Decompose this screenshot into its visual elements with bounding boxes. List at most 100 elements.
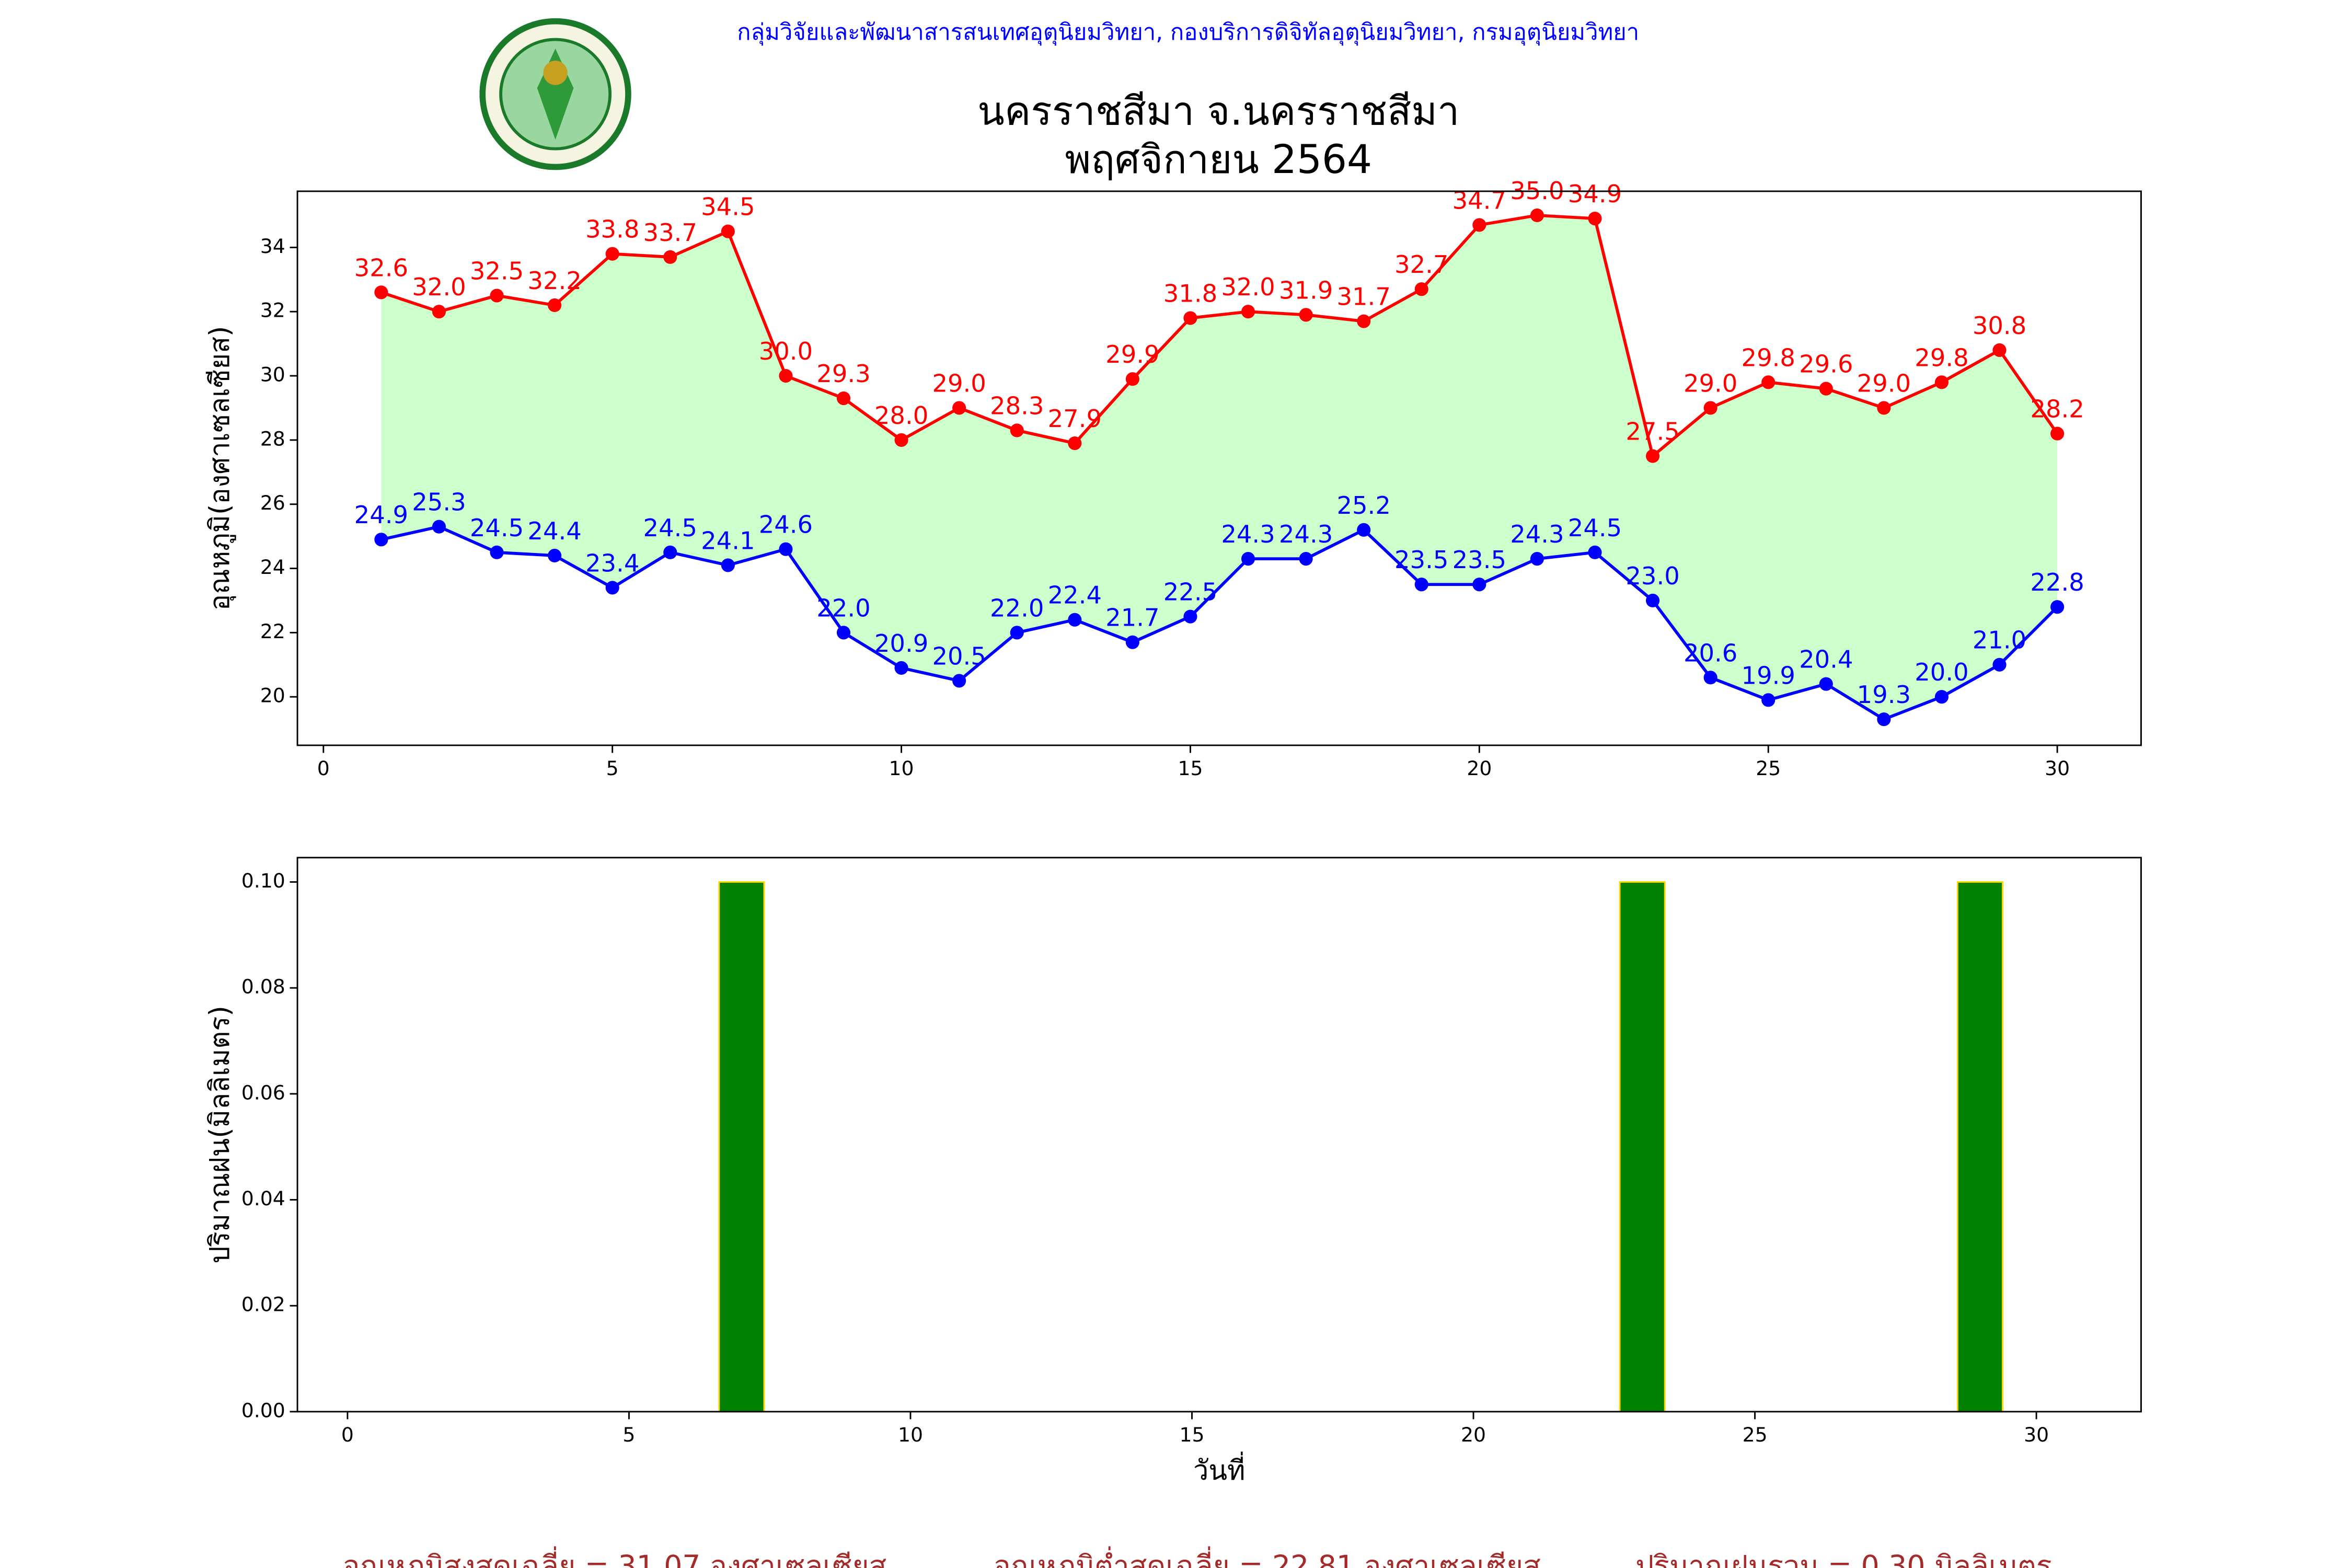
y-axis-label: อุณหภูมิ(องศาเซลเซียส) xyxy=(204,326,236,611)
point xyxy=(1472,218,1486,232)
y-tick-label: 30 xyxy=(260,363,285,386)
footer-stat: อุณหภูมิสูงสุดเฉลี่ย = 31.07 องศาเซลเซีย… xyxy=(342,1546,886,1568)
point xyxy=(1646,449,1660,463)
point xyxy=(663,250,677,264)
point xyxy=(836,626,851,640)
plot-frame xyxy=(296,857,2142,1413)
point xyxy=(1761,375,1775,389)
point xyxy=(1357,523,1371,537)
point xyxy=(1761,693,1775,707)
point xyxy=(490,289,504,303)
data-label: 30.0 xyxy=(759,337,813,365)
y-tick-label: 20 xyxy=(260,684,285,707)
point xyxy=(894,433,908,447)
data-label: 23.4 xyxy=(585,549,639,577)
point xyxy=(548,548,562,563)
data-label: 20.9 xyxy=(874,629,928,658)
data-label: 28.2 xyxy=(2030,395,2084,423)
data-label: 24.5 xyxy=(470,514,524,542)
point xyxy=(1934,375,1949,389)
data-label: 20.4 xyxy=(1799,645,1853,674)
x-tick-label: 0 xyxy=(341,1423,354,1446)
data-label: 24.9 xyxy=(354,501,408,529)
point xyxy=(1646,593,1660,608)
x-tick-label: 10 xyxy=(889,757,914,780)
data-label: 29.0 xyxy=(1684,369,1737,397)
data-label: 21.0 xyxy=(1973,626,2026,654)
data-label: 31.8 xyxy=(1163,279,1217,307)
x-tick-label: 15 xyxy=(1180,1423,1205,1446)
point xyxy=(490,545,504,559)
point xyxy=(1414,578,1428,592)
data-label: 24.3 xyxy=(1510,520,1564,548)
point xyxy=(952,401,966,415)
x-tick-label: 10 xyxy=(898,1423,923,1446)
data-label: 24.1 xyxy=(701,526,755,555)
data-label: 34.9 xyxy=(1568,180,1622,208)
data-label: 24.6 xyxy=(759,511,813,539)
x-tick-label: 0 xyxy=(317,757,330,780)
y-tick-label: 26 xyxy=(260,491,285,514)
data-label: 28.3 xyxy=(990,391,1044,420)
line xyxy=(381,214,2059,459)
footer-stat: อุณหภูมิต่ำสุดเฉลี่ย = 22.81 องศาเซลเซีย… xyxy=(994,1546,1541,1568)
point xyxy=(2050,426,2065,441)
point xyxy=(1877,712,1891,727)
data-label: 22.8 xyxy=(2030,568,2084,596)
data-label: 19.3 xyxy=(1857,681,1911,709)
point xyxy=(374,285,388,299)
data-label: 29.3 xyxy=(816,360,870,388)
y-tick-label: 0.04 xyxy=(241,1187,285,1210)
data-label: 27.5 xyxy=(1625,418,1679,446)
data-label: 30.8 xyxy=(1973,312,2026,340)
chart-title: นครราชสีมา จ.นครราชสีมา xyxy=(977,88,1459,134)
data-label: 22.4 xyxy=(1048,581,1102,609)
point xyxy=(1183,311,1197,325)
point xyxy=(1125,635,1139,649)
point xyxy=(1934,690,1949,704)
data-label: 27.9 xyxy=(1048,405,1102,433)
x-tick-label: 20 xyxy=(1461,1423,1486,1446)
point xyxy=(779,542,793,556)
line xyxy=(381,525,2059,721)
y-tick-label: 24 xyxy=(260,556,285,579)
data-label: 32.7 xyxy=(1394,250,1448,279)
x-tick-label: 5 xyxy=(622,1423,635,1446)
y-tick-label: 28 xyxy=(260,427,285,450)
point xyxy=(1414,282,1428,296)
point xyxy=(1530,552,1544,566)
point xyxy=(1819,382,1833,396)
data-label: 33.7 xyxy=(643,218,697,247)
footer-stat: ปริมาณฝนรวม = 0.30 มิลลิเมตร xyxy=(1635,1550,2051,1568)
logo xyxy=(479,18,631,170)
point xyxy=(1068,436,1082,451)
data-label: 33.8 xyxy=(585,215,639,244)
point xyxy=(432,520,446,534)
y-tick-label: 0.02 xyxy=(241,1293,285,1316)
point xyxy=(779,368,793,383)
x-tick-label: 25 xyxy=(1756,757,1781,780)
data-label: 20.5 xyxy=(932,642,986,670)
data-label: 20.6 xyxy=(1684,639,1737,667)
point xyxy=(548,298,562,313)
data-label: 29.8 xyxy=(1915,343,1968,372)
data-label: 24.3 xyxy=(1279,520,1333,548)
x-tick-label: 30 xyxy=(2045,757,2070,780)
point xyxy=(1010,423,1024,437)
point xyxy=(1703,671,1717,685)
y-tick-label: 0.08 xyxy=(241,975,285,998)
point xyxy=(1588,212,1602,226)
point xyxy=(836,391,851,406)
point xyxy=(663,545,677,559)
bar xyxy=(718,881,765,1413)
point xyxy=(1992,658,2007,672)
plot-frame xyxy=(296,190,2142,746)
point xyxy=(894,661,908,675)
point xyxy=(1010,626,1024,640)
x-tick-label: 15 xyxy=(1178,757,1203,780)
point xyxy=(374,533,388,547)
point xyxy=(1357,314,1371,328)
x-tick-label: 5 xyxy=(606,757,619,780)
data-label: 32.2 xyxy=(527,267,581,295)
